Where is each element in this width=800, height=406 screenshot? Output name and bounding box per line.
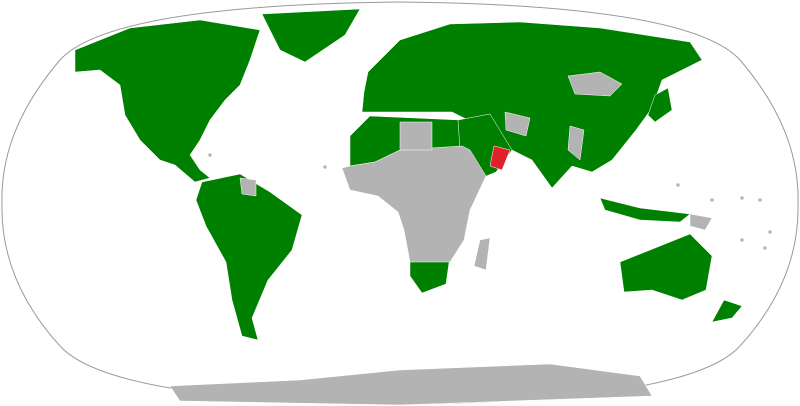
- region-guyana: [239, 177, 257, 197]
- region-madagascar: [473, 237, 491, 271]
- island-dot: [739, 195, 745, 201]
- region-north-america: [74, 19, 261, 183]
- region-japan: [647, 87, 673, 123]
- region-new-zealand: [711, 299, 743, 323]
- region-libya: [399, 121, 433, 151]
- island-dot: [767, 229, 773, 235]
- region-papua: [689, 213, 713, 231]
- region-africa-central: [341, 145, 487, 263]
- island-dot: [739, 237, 745, 243]
- island-dot: [709, 197, 715, 203]
- region-myanmar: [567, 125, 585, 161]
- island-dot: [207, 152, 213, 158]
- region-highlighted-country: [489, 145, 511, 171]
- region-australia: [619, 233, 713, 301]
- region-afghanistan: [504, 111, 531, 137]
- region-eurasia: [361, 21, 703, 189]
- island-dot: [322, 164, 328, 170]
- region-indonesia: [599, 197, 691, 223]
- region-antarctica: [169, 363, 653, 406]
- region-south-america: [195, 173, 303, 341]
- island-dot: [757, 197, 763, 203]
- region-mongolia: [567, 71, 623, 97]
- island-dot: [675, 182, 681, 188]
- region-greenland: [261, 8, 361, 63]
- island-dot: [762, 245, 768, 251]
